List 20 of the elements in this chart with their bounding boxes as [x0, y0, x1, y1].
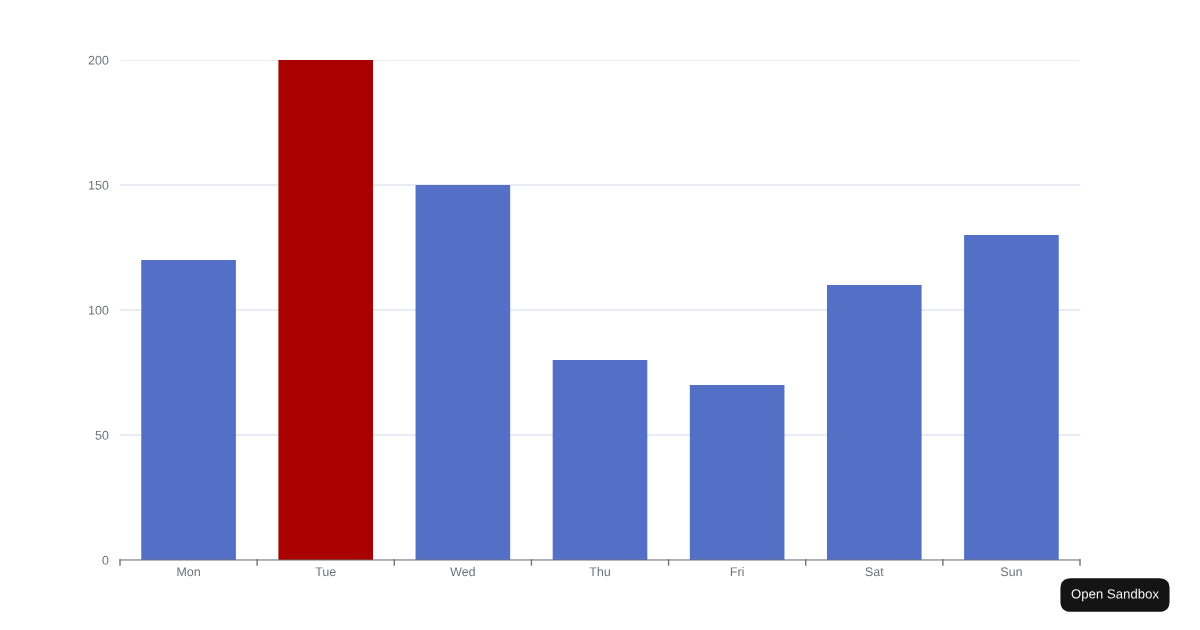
bar: [278, 60, 374, 560]
x-tick-label: Sat: [865, 567, 884, 577]
text: Open Sandbox: [1071, 588, 1159, 602]
bar: [552, 360, 648, 560]
y-tick-label: 0: [102, 555, 109, 565]
bar: [141, 260, 236, 560]
x-tick-label: Tue: [315, 567, 336, 577]
x-tick-label: Fri: [730, 566, 744, 576]
bar: [964, 235, 1059, 560]
x-tick-label: Thu: [589, 566, 610, 577]
y-tick-label: 150: [88, 180, 109, 190]
bar: [826, 285, 922, 560]
y-tick-label: 100: [88, 305, 109, 315]
bar: [415, 185, 511, 560]
x-tick-label: Mon: [177, 567, 200, 577]
y-tick-label: 50: [95, 430, 109, 440]
y-tick-label: 200: [88, 55, 109, 65]
bar: [689, 385, 785, 560]
x-tick-label: Wed: [450, 566, 475, 577]
x-tick-label: Sun: [1000, 567, 1022, 577]
